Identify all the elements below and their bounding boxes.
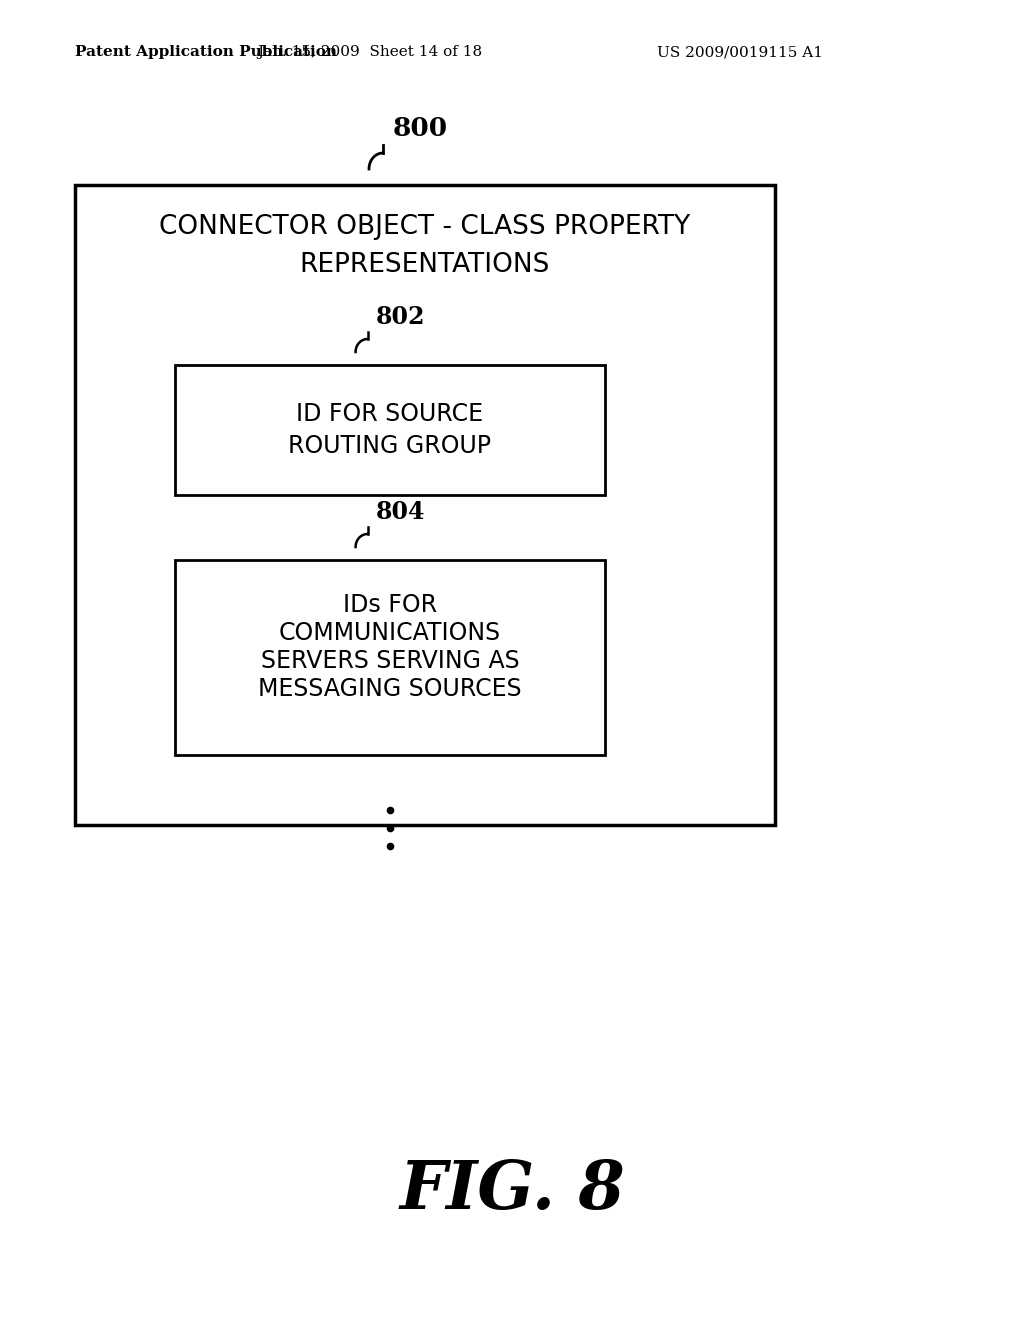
Text: 800: 800 — [393, 116, 449, 141]
Bar — [75, 185, 775, 825]
Text: 802: 802 — [376, 305, 425, 329]
Text: Jan. 15, 2009  Sheet 14 of 18: Jan. 15, 2009 Sheet 14 of 18 — [257, 45, 482, 59]
Text: FIG. 8: FIG. 8 — [399, 1158, 625, 1222]
Text: MESSAGING SOURCES: MESSAGING SOURCES — [258, 677, 522, 701]
Text: CONNECTOR OBJECT - CLASS PROPERTY: CONNECTOR OBJECT - CLASS PROPERTY — [160, 214, 690, 240]
Text: REPRESENTATIONS: REPRESENTATIONS — [300, 252, 550, 279]
Bar — [175, 560, 605, 755]
Text: SERVERS SERVING AS: SERVERS SERVING AS — [261, 649, 519, 673]
Text: COMMUNICATIONS: COMMUNICATIONS — [279, 622, 501, 645]
Text: Patent Application Publication: Patent Application Publication — [75, 45, 337, 59]
Bar — [175, 366, 605, 495]
Text: ROUTING GROUP: ROUTING GROUP — [289, 434, 492, 458]
Text: ID FOR SOURCE: ID FOR SOURCE — [296, 403, 483, 426]
Text: 804: 804 — [376, 500, 425, 524]
Text: US 2009/0019115 A1: US 2009/0019115 A1 — [657, 45, 823, 59]
Text: IDs FOR: IDs FOR — [343, 594, 437, 618]
